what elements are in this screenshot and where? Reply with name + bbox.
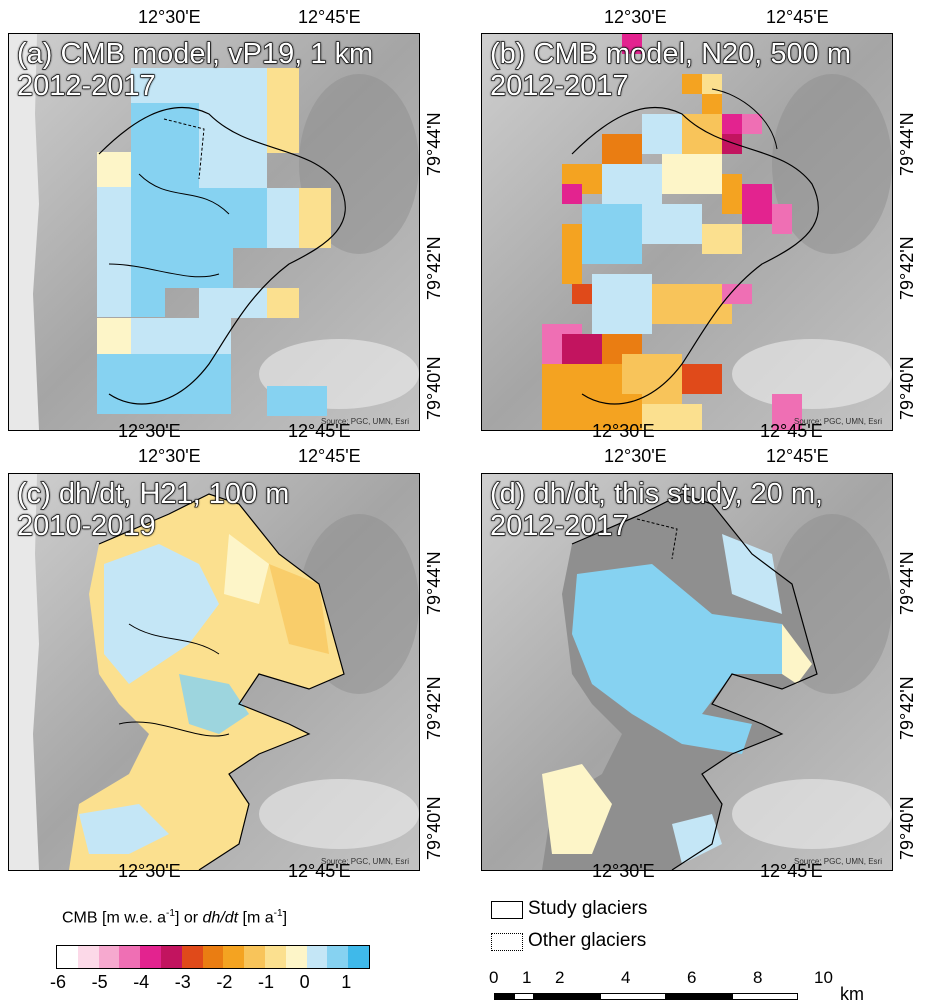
map-panel-b: (b) CMB model, N20, 500 m 2012-2017 Sourc… (481, 33, 893, 431)
colorbar (56, 945, 370, 969)
map-panel-c: (c) dh/dt, H21, 100 m 2010-2019 Source: P… (8, 473, 420, 871)
scalebar-tick-label: 1 (522, 968, 532, 987)
top-lon-label-b-1245: 12°45'E (766, 7, 829, 27)
scalebar-tick-label: 10 (814, 968, 833, 987)
right-lat-label-a-7940: 79°40'N (424, 356, 444, 420)
right-lat-label-c-7940: 79°40'N (424, 796, 444, 860)
scalebar-tick-label: 4 (621, 968, 631, 987)
cmb-grid-b (542, 34, 802, 430)
right-lat-label-c-7942: 79°42'N (424, 676, 444, 740)
colorbar-swatch (327, 946, 349, 968)
right-lat-label-b-7942: 79°42'N (897, 236, 917, 300)
source-credit-b: Source: PGC, UMN, Esri (793, 417, 882, 426)
study-glaciers-label: Study glaciers (528, 898, 648, 919)
scalebar-tick-label: 8 (753, 968, 763, 987)
bottom-lon-label-c-1230: 12°30'E (118, 861, 181, 881)
bottom-lon-label-b-1245: 12°45'E (760, 421, 823, 441)
right-lat-label-b-7940: 79°40'N (897, 356, 917, 420)
colorbar-tick-label: -1 (258, 972, 275, 992)
map-panel-a: (a) CMB model, vP19, 1 km 2012-2017 Sourc… (8, 33, 420, 431)
colorbar-swatch (202, 946, 224, 968)
map-panel-d: (d) dh/dt, this study, 20 m, 2012-2017 So… (481, 473, 893, 871)
hillshade-d (482, 474, 892, 870)
colorbar-swatch (264, 946, 286, 968)
colorbar-tick-label: 0 (299, 972, 310, 992)
colorbar-tick-label: 1 (341, 972, 352, 992)
study-glacier-swatch (491, 901, 523, 919)
top-lon-label-c-1230: 12°30'E (138, 446, 201, 466)
bottom-lon-label-a-1245: 12°45'E (288, 421, 351, 441)
scalebar-tick-label: 2 (555, 968, 565, 987)
panel-title-c: (c) dh/dt, H21, 100 m 2010-2019 (16, 477, 290, 542)
colorbar-tick-label: -4 (133, 972, 150, 992)
right-lat-label-d-7942: 79°42'N (897, 676, 917, 740)
colorbar-tick-label: -6 (50, 972, 67, 992)
source-credit-c: Source: PGC, UMN, Esri (320, 857, 409, 866)
top-lon-label-c-1245: 12°45'E (298, 446, 361, 466)
bottom-lon-label-c-1245: 12°45'E (288, 861, 351, 881)
colorbar-swatch (77, 946, 99, 968)
right-lat-label-d-7940: 79°40'N (897, 796, 917, 860)
source-credit-a: Source: PGC, UMN, Esri (320, 417, 409, 426)
colorbar-swatch (285, 946, 307, 968)
source-credit-d: Source: PGC, UMN, Esri (793, 857, 882, 866)
colorbar-swatch (119, 946, 141, 968)
top-lon-label-d-1245: 12°45'E (766, 446, 829, 466)
hillshade-c (9, 474, 419, 870)
top-lon-label-d-1230: 12°30'E (604, 446, 667, 466)
hillshade-a (9, 34, 419, 430)
colorbar-swatch (181, 946, 203, 968)
other-glacier-swatch (491, 933, 523, 951)
bottom-lon-label-a-1230: 12°30'E (118, 421, 181, 441)
hillshade-b (482, 34, 892, 430)
colorbar-swatch (140, 946, 161, 968)
right-lat-label-a-7942: 79°42'N (424, 236, 444, 300)
right-lat-label-c-7944: 79°44'N (424, 551, 444, 615)
colorbar-swatch (306, 946, 328, 968)
top-lon-label-a-1230: 12°30'E (138, 7, 201, 27)
bottom-lon-label-b-1230: 12°30'E (592, 421, 655, 441)
other-glaciers-label: Other glaciers (528, 930, 647, 951)
colorbar-swatch (98, 946, 120, 968)
right-lat-label-d-7944: 79°44'N (897, 551, 917, 615)
panel-title-d: (d) dh/dt, this study, 20 m, 2012-2017 (489, 477, 824, 542)
top-lon-label-b-1230: 12°30'E (604, 7, 667, 27)
colorbar-swatch (348, 946, 369, 968)
panel-title-b: (b) CMB model, N20, 500 m 2012-2017 (489, 37, 852, 102)
right-lat-label-b-7944: 79°44'N (897, 112, 917, 176)
bottom-lon-label-d-1230: 12°30'E (592, 861, 655, 881)
scalebar-tick-label: 6 (687, 968, 697, 987)
bottom-lon-label-d-1245: 12°45'E (760, 861, 823, 881)
scalebar-tick-label: 0 (489, 968, 499, 987)
colorbar-swatch (160, 946, 182, 968)
colorbar-title: CMB [m w.e. a-1] or dh/dt [m a-1] (62, 908, 288, 927)
cmb-grid-a (97, 68, 331, 416)
colorbar-tick-label: -3 (174, 972, 191, 992)
colorbar-swatch (57, 946, 78, 968)
scalebar-unit: km (840, 984, 864, 1004)
right-lat-label-a-7944: 79°44'N (424, 112, 444, 176)
colorbar-swatch (244, 946, 265, 968)
colorbar-tick-label: -5 (91, 972, 108, 992)
top-lon-label-a-1245: 12°45'E (298, 7, 361, 27)
colorbar-swatch (223, 946, 245, 968)
panel-title-a: (a) CMB model, vP19, 1 km 2012-2017 (16, 37, 374, 102)
colorbar-tick-label: -2 (216, 972, 233, 992)
